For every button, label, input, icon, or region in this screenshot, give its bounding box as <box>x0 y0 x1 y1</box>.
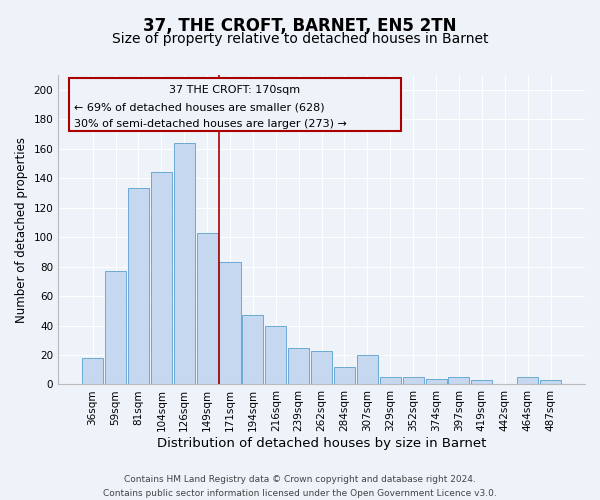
Bar <box>334 367 355 384</box>
Bar <box>288 348 309 385</box>
Bar <box>265 326 286 384</box>
Text: 37 THE CROFT: 170sqm: 37 THE CROFT: 170sqm <box>169 84 300 94</box>
Bar <box>380 377 401 384</box>
Y-axis label: Number of detached properties: Number of detached properties <box>15 136 28 322</box>
Bar <box>425 378 446 384</box>
Text: 37, THE CROFT, BARNET, EN5 2TN: 37, THE CROFT, BARNET, EN5 2TN <box>143 18 457 36</box>
Bar <box>472 380 493 384</box>
Bar <box>540 380 561 384</box>
Text: 30% of semi-detached houses are larger (273) →: 30% of semi-detached houses are larger (… <box>74 120 347 130</box>
Bar <box>82 358 103 384</box>
X-axis label: Distribution of detached houses by size in Barnet: Distribution of detached houses by size … <box>157 437 486 450</box>
Bar <box>197 232 218 384</box>
Bar <box>242 315 263 384</box>
Bar <box>220 262 241 384</box>
Bar <box>311 350 332 384</box>
FancyBboxPatch shape <box>69 78 401 130</box>
Bar <box>357 355 378 384</box>
Bar <box>173 143 195 384</box>
Bar <box>128 188 149 384</box>
Bar <box>403 377 424 384</box>
Bar <box>517 377 538 384</box>
Text: ← 69% of detached houses are smaller (628): ← 69% of detached houses are smaller (62… <box>74 102 325 113</box>
Text: Contains HM Land Registry data © Crown copyright and database right 2024.
Contai: Contains HM Land Registry data © Crown c… <box>103 476 497 498</box>
Bar <box>105 271 126 384</box>
Text: Size of property relative to detached houses in Barnet: Size of property relative to detached ho… <box>112 32 488 46</box>
Bar <box>448 377 469 384</box>
Bar <box>151 172 172 384</box>
